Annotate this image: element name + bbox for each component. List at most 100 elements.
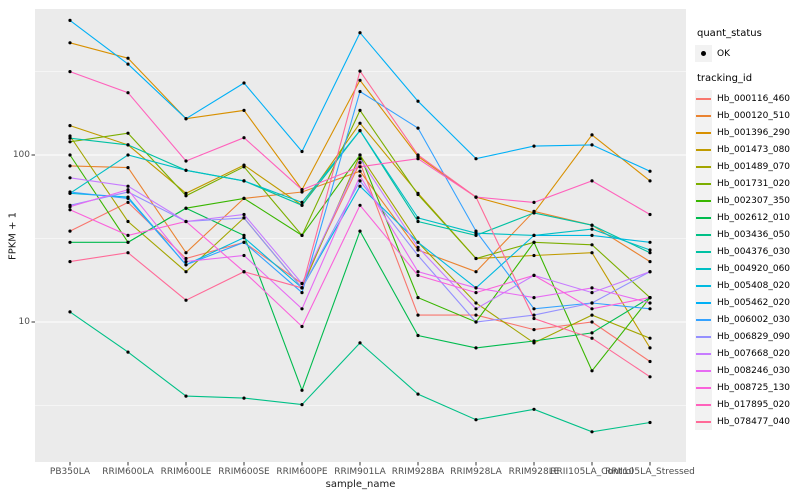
data-point [532,313,536,317]
line-swatch-icon [696,183,711,185]
data-point [590,430,594,434]
legend-entry-ok: OK [695,45,799,62]
data-point [590,243,594,247]
data-point [242,396,246,400]
data-point [358,78,362,82]
legend-entry-label: Hb_000116_460 [717,93,791,104]
data-point [126,240,130,244]
line-swatch-icon [696,387,711,389]
data-point [532,273,536,277]
data-point [358,153,362,157]
data-point [242,240,246,244]
data-point [590,313,594,317]
data-point [474,418,478,422]
data-point [474,195,478,199]
legend-key [695,328,712,345]
data-point [590,227,594,231]
data-point [184,191,188,195]
data-point [590,336,594,340]
data-point [358,169,362,173]
legend-entry: Hb_017895_020 [695,396,799,413]
legend-entry: Hb_008725_130 [695,379,799,396]
legend-entry: Hb_001473_080 [695,141,799,158]
data-point [126,251,130,255]
data-point [126,190,130,194]
data-point [590,320,594,324]
data-point [590,179,594,183]
line-swatch-icon [696,200,711,202]
data-point [300,286,304,290]
data-point [184,256,188,261]
data-point [532,407,536,411]
line-swatch-icon [696,234,711,236]
data-point [126,200,130,204]
data-point [532,328,536,332]
line-swatch-icon [696,115,711,117]
line-swatch-icon [696,285,711,287]
data-point [242,136,246,140]
data-point [300,307,304,311]
x-tick-label: RRII105LA_Control [550,467,634,477]
legend-key [695,243,712,260]
legend-entry-label: Hb_006829_090 [717,331,791,342]
data-point [474,291,478,295]
data-point [184,194,188,198]
data-point [242,270,246,274]
legend-key [695,379,712,396]
legend-entry-label: Hb_000120_510 [717,110,791,121]
data-point [242,236,246,240]
data-point [648,375,652,379]
data-point [358,184,362,188]
data-point [242,216,246,220]
point-icon [701,51,706,56]
line-swatch-icon [696,132,711,134]
x-tick-label: RRIM600PE [276,467,328,477]
line-swatch-icon [696,336,711,338]
data-point [358,129,362,133]
data-point [126,166,130,170]
data-point [416,245,420,249]
line-swatch-icon [696,217,711,219]
legend-entry-label: Hb_004376_030 [717,246,791,257]
data-point [474,256,478,261]
legend-entry-label: Hb_001489_070 [717,161,791,172]
data-point [358,174,362,178]
data-point [126,56,130,60]
data-point [648,240,652,244]
legend-label-ok: OK [717,48,730,59]
data-point [648,260,652,264]
data-point [300,188,304,192]
data-point [532,240,536,244]
data-point [648,296,652,300]
data-point [474,346,478,350]
data-point [416,99,420,103]
data-point [416,313,420,317]
y-tick-label: 100 [12,150,30,160]
legend-entry-label: Hb_002612_010 [717,212,791,223]
data-point [416,392,420,396]
data-point [242,179,246,183]
legend-entry-label: Hb_004920_060 [717,263,791,274]
legend-title-tracking-id: tracking_id [697,73,753,84]
x-tick-label: RRIM928BA [391,467,445,477]
data-point [532,316,536,321]
data-point [242,233,246,237]
data-point [532,296,536,300]
data-point [300,200,304,204]
data-point [648,346,652,350]
line-swatch-icon [696,268,711,270]
data-point [126,350,130,354]
data-point [358,121,362,125]
data-point [532,307,536,311]
data-point [532,233,536,237]
legend-entry: Hb_004376_030 [695,243,799,260]
legend-entry: Hb_000116_460 [695,90,799,107]
data-point [358,341,362,345]
data-point [474,320,478,324]
data-point [648,270,652,274]
legend-title-quant-status: quant_status [697,28,762,39]
data-point [416,219,420,224]
data-point [184,117,188,121]
data-point [184,270,188,274]
legend-entry-label: Hb_008725_130 [717,382,791,393]
